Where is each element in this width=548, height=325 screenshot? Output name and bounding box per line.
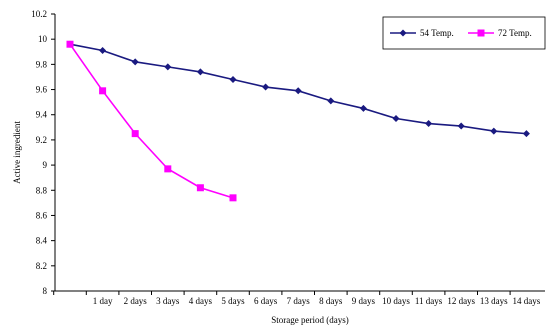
y-tick-label: 10.2	[31, 9, 47, 19]
y-tick-label: 8.8	[36, 185, 48, 195]
x-tick-label: 12 days	[447, 296, 475, 306]
data-point	[327, 97, 335, 105]
series-2	[66, 40, 237, 202]
data-point	[164, 63, 172, 71]
data-point	[359, 104, 367, 112]
series-layer	[66, 40, 530, 202]
legend-box	[382, 16, 546, 50]
legend-marker	[399, 29, 407, 37]
x-tick-label: 3 days	[156, 296, 180, 306]
y-tick-label: 8	[43, 286, 48, 296]
x-axis-title: Storage period (days)	[271, 315, 348, 325]
x-tick-label: 4 days	[189, 296, 213, 306]
x-tick-label: 1 day	[93, 296, 113, 306]
data-point	[99, 47, 107, 55]
data-point	[164, 165, 172, 173]
y-tick-label: 9.8	[36, 59, 48, 69]
series-line	[69, 43, 234, 199]
data-point	[294, 87, 302, 95]
legend-marker	[477, 29, 485, 37]
data-point	[196, 68, 204, 76]
data-point	[131, 130, 139, 138]
data-point	[229, 75, 237, 83]
x-tick-label: 7 days	[287, 296, 311, 306]
x-tick-label: 10 days	[382, 296, 410, 306]
y-axis-title: Active ingredient	[12, 121, 22, 184]
data-point	[262, 83, 270, 91]
data-point	[66, 40, 74, 48]
x-tick-label: 11 days	[415, 296, 443, 306]
x-tick-label: 9 days	[352, 296, 376, 306]
y-tick-label: 8.2	[36, 261, 47, 271]
y-tick-label: 9	[43, 160, 48, 170]
y-tick-label: 9.4	[36, 110, 48, 120]
y-tick-label: 9.2	[36, 135, 47, 145]
x-tick-label: 5 days	[221, 296, 245, 306]
legend: 54 Temp. 72 Temp.	[382, 16, 546, 50]
x-axis: 1 day 2 days 3 days 4 days 5 days 6 days 7 day…	[53, 291, 541, 306]
legend-label: 54 Temp.	[420, 28, 454, 38]
data-point	[425, 120, 433, 128]
plot-area	[54, 14, 545, 292]
y-tick-label: 8.4	[36, 236, 48, 246]
series-1	[66, 40, 530, 138]
x-tick-label: 14 days	[513, 296, 541, 306]
data-point	[99, 87, 107, 95]
data-point	[229, 194, 237, 202]
x-tick-label: 13 days	[480, 296, 508, 306]
data-point	[522, 130, 530, 138]
x-tick-label: 2 days	[124, 296, 148, 306]
legend-label: 72 Temp.	[498, 28, 532, 38]
data-point	[392, 115, 400, 123]
data-point	[490, 127, 498, 135]
data-point	[196, 184, 204, 192]
y-tick-label: 9.6	[36, 85, 48, 95]
y-tick-label: 8.6	[36, 210, 48, 220]
y-tick-label: 10	[38, 34, 48, 44]
x-tick-label: 6 days	[254, 296, 278, 306]
data-point	[457, 122, 465, 130]
y-axis: 8 8.2 8.4 8.6 8.8 9 9.2 9.4 9.6 9.8 10 10.2	[31, 9, 55, 296]
x-tick-label: 8 days	[319, 296, 343, 306]
data-point	[131, 58, 139, 66]
